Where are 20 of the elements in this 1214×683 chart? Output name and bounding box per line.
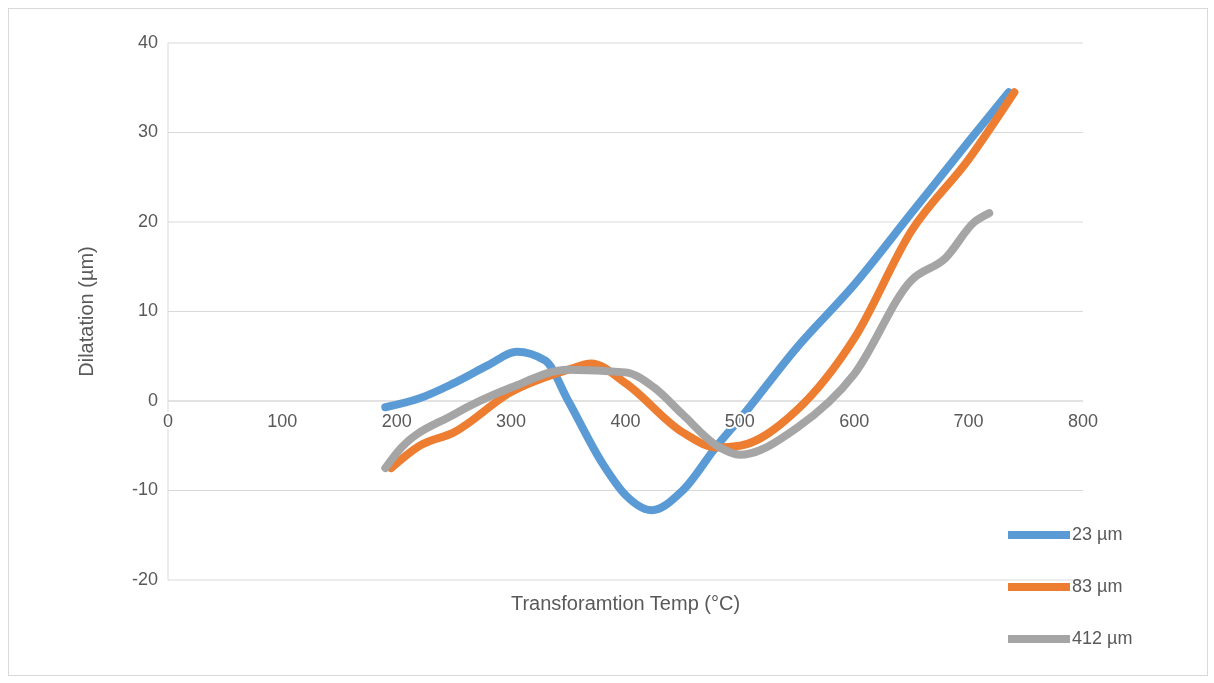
legend-label: 83 µm [1072,575,1123,596]
x-tick-label: 600 [839,411,870,431]
y-tick-label: 10 [137,300,158,321]
x-tick-label: 200 [381,411,412,431]
legend-label: 23 µm [1072,523,1123,544]
y-tick-label: 20 [137,210,158,231]
y-tick-label: 0 [147,389,158,410]
x-tick-label: 800 [1067,411,1099,431]
y-tick-label: -10 [131,479,158,500]
y-tick-label: 40 [137,31,158,52]
legend-label: 412 µm [1072,627,1133,648]
x-tick-label: 0 [162,411,174,431]
x-tick-label: 100 [267,411,298,431]
x-tick-label: 300 [496,411,527,431]
y-axis-title: Dilatation (µm) [75,246,97,377]
y-tick-label: -20 [131,568,158,589]
x-axis-title: Transforamtion Temp (°C) [510,592,741,614]
x-tick-label: 400 [610,411,641,431]
x-tick-label: 700 [953,411,984,431]
y-tick-label: 30 [137,121,158,142]
